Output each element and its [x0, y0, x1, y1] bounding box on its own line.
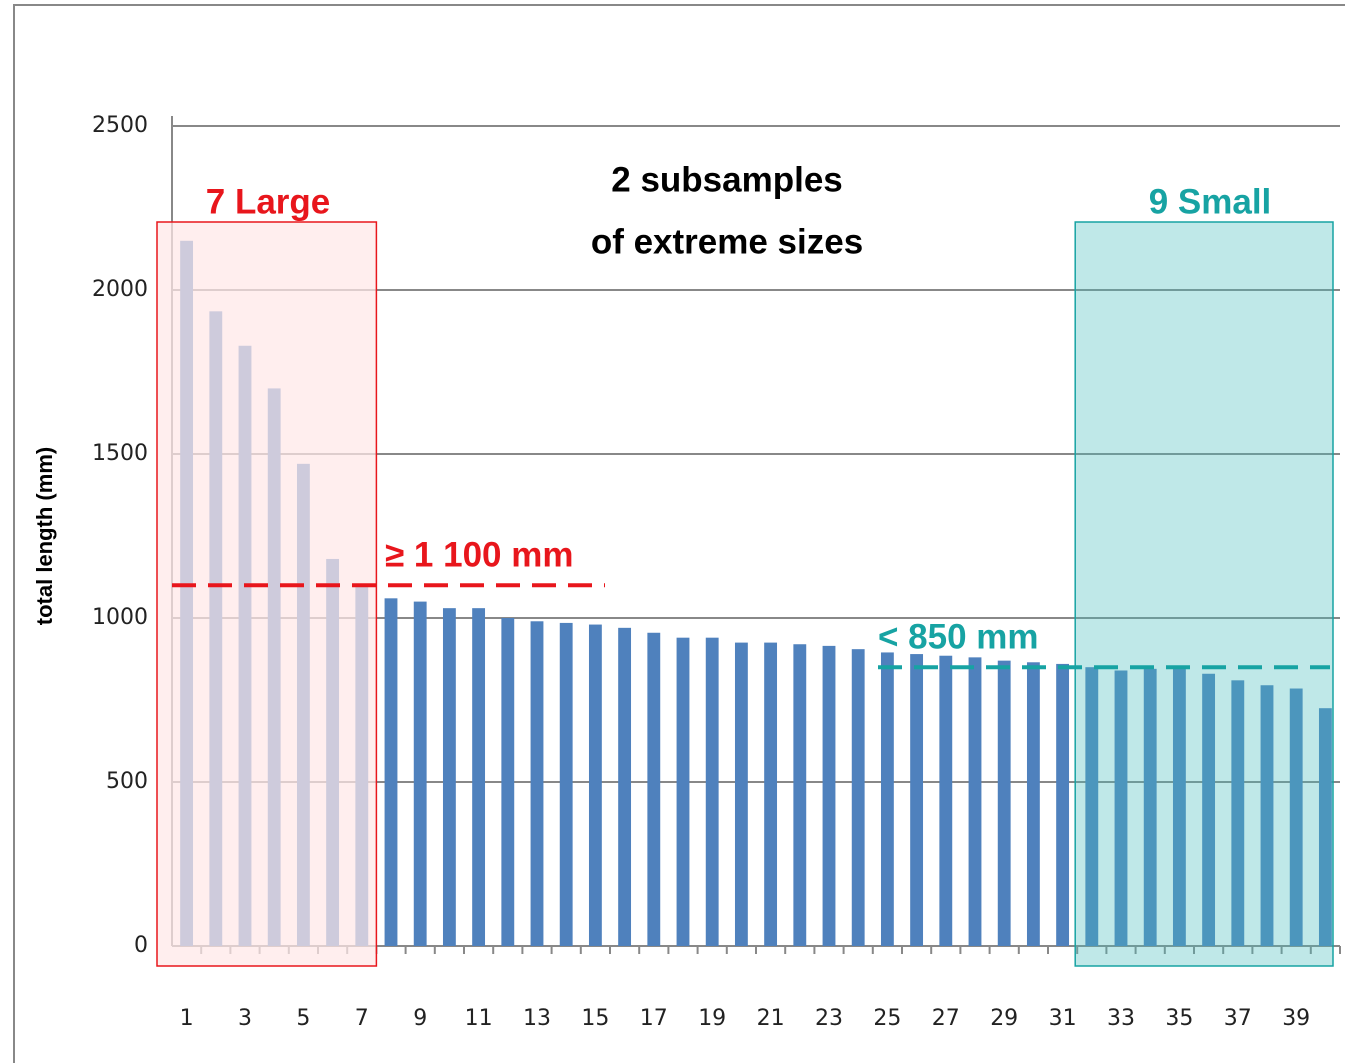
bar	[1260, 685, 1274, 946]
bar	[705, 637, 719, 946]
bar	[1289, 688, 1303, 946]
y-axis-label: total length (mm)	[32, 447, 57, 625]
small-box	[1074, 221, 1334, 967]
bar	[997, 660, 1011, 946]
y-tick-label: 0	[134, 933, 148, 958]
x-tick-label: 3	[238, 1006, 252, 1031]
x-tick-label: 19	[698, 1006, 726, 1031]
bar	[968, 657, 982, 946]
bar	[880, 652, 894, 946]
bar	[1114, 670, 1128, 946]
x-tick-label: 39	[1282, 1006, 1310, 1031]
x-tick-label: 35	[1165, 1006, 1193, 1031]
bar	[1026, 662, 1040, 946]
bar	[1318, 708, 1332, 946]
x-tick-label: 33	[1107, 1006, 1135, 1031]
bar	[501, 618, 515, 946]
x-tick-label: 13	[523, 1006, 551, 1031]
y-tick-label: 500	[106, 769, 148, 794]
bar	[618, 627, 632, 946]
threshold-label: ≥ 1 100 mm	[385, 535, 573, 574]
x-tick-label: 29	[990, 1006, 1018, 1031]
x-tick-label: 9	[413, 1006, 427, 1031]
bar	[559, 622, 573, 946]
x-tick-label: 17	[640, 1006, 668, 1031]
bar	[939, 655, 953, 946]
bar	[764, 642, 778, 946]
y-tick-label: 2500	[92, 113, 148, 138]
chart-subtitle: of extreme sizes	[591, 222, 863, 261]
y-tick-label: 2000	[92, 277, 148, 302]
annotation: 9 Small	[1149, 182, 1272, 221]
bar	[384, 598, 398, 946]
x-tick-label: 37	[1224, 1006, 1252, 1031]
bar	[734, 642, 748, 946]
bar	[793, 644, 807, 946]
bar	[647, 632, 661, 946]
bar	[1202, 673, 1216, 946]
large-box	[156, 221, 378, 967]
x-tick-label: 23	[815, 1006, 843, 1031]
bar	[851, 649, 865, 946]
bar	[1056, 663, 1070, 946]
bar	[588, 624, 602, 946]
bar	[1231, 680, 1245, 946]
annotation: 7 Large	[206, 182, 331, 221]
y-tick-label: 1000	[92, 605, 148, 630]
x-tick-label: 11	[465, 1006, 493, 1031]
bar	[1143, 668, 1157, 946]
bar	[442, 608, 456, 946]
bar	[910, 654, 924, 946]
x-tick-label: 21	[757, 1006, 785, 1031]
x-tick-label: 25	[873, 1006, 901, 1031]
x-tick-label: 7	[355, 1006, 369, 1031]
x-tick-label: 5	[296, 1006, 310, 1031]
x-tick-label: 15	[581, 1006, 609, 1031]
x-tick-label: 1	[180, 1006, 194, 1031]
bar	[530, 621, 544, 946]
bar	[822, 645, 836, 946]
frame	[13, 4, 1345, 1063]
bar	[1172, 668, 1186, 946]
threshold-label: < 850 mm	[878, 617, 1039, 656]
x-tick-label: 31	[1049, 1006, 1077, 1031]
bar	[472, 608, 486, 946]
chart-title: 2 subsamples	[611, 160, 843, 199]
bar	[676, 637, 690, 946]
y-tick-label: 1500	[92, 441, 148, 466]
bar	[1085, 667, 1099, 946]
x-tick-label: 27	[932, 1006, 960, 1031]
bar	[413, 601, 427, 946]
